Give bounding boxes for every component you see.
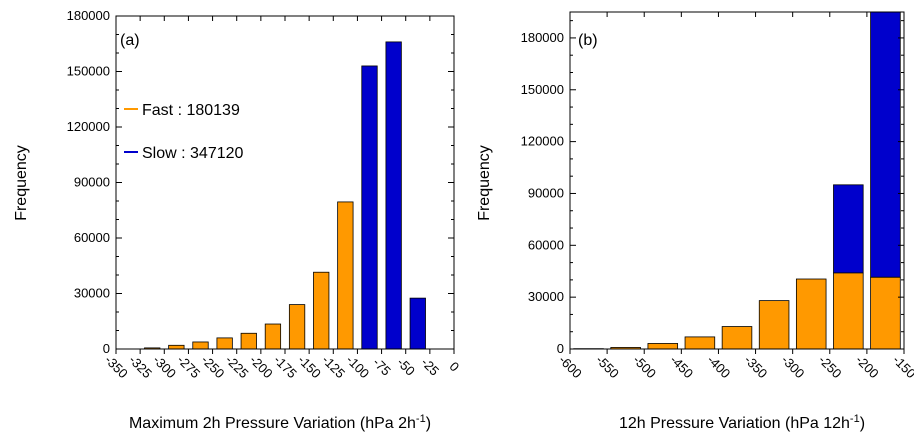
x-tick-label: -600	[556, 352, 585, 381]
y-tick-label: 60000	[528, 237, 564, 252]
x-tick-label: -250	[198, 352, 227, 381]
x-tick-label: -50	[394, 355, 418, 379]
y-tick-label: 30000	[528, 289, 564, 304]
x-tick-label: -225	[223, 352, 252, 381]
bar-slow-11	[409, 297, 426, 350]
x-tick-label: -450	[667, 352, 696, 381]
panel-b-xlabel: 12h Pressure Variation (hPa 12h-1)	[619, 413, 865, 432]
y-tick-label: 60000	[74, 230, 110, 245]
panel-a-xlabel: Maximum 2h Pressure Variation (hPa 2h-1)	[129, 413, 431, 432]
x-tick-label: -250	[816, 352, 845, 381]
panel-a-axes: 0300006000090000120000150000180000-350-3…	[67, 8, 463, 381]
x-tick-label: -150	[890, 352, 914, 381]
bar-fast-6	[288, 304, 306, 350]
bar-fast-6	[795, 278, 827, 350]
bar-fast-2	[647, 343, 679, 350]
bar-fast-7	[313, 271, 330, 350]
panel-a-bars	[144, 41, 426, 350]
panel-a-label: (a)	[120, 32, 140, 49]
plot-frame	[569, 11, 905, 350]
bar-fast-2	[192, 341, 209, 350]
panel-b-xlabel-main: 12h Pressure Variation (hPa 12h	[619, 415, 850, 432]
bar-fast-5	[264, 323, 282, 350]
bar-fast-3	[684, 336, 716, 350]
x-tick-label: -150	[295, 352, 324, 381]
panel-a: 0300006000090000120000150000180000-350-3…	[13, 8, 462, 432]
panel-b-ylabel: Frequency	[476, 145, 493, 221]
bar-fast-3	[216, 337, 233, 350]
bar-slow-8	[870, 11, 901, 278]
x-tick-label: -125	[319, 352, 348, 381]
panel-b-label: (b)	[578, 32, 598, 49]
x-tick-label: -350	[741, 352, 770, 381]
bar-fast-8	[870, 276, 901, 350]
y-tick-label: 180000	[521, 30, 564, 45]
x-tick-label: -175	[271, 352, 300, 381]
x-tick-label: -275	[174, 352, 203, 381]
x-tick-label: -300	[150, 352, 179, 381]
y-tick-label: 150000	[521, 82, 564, 97]
bar-fast-4	[721, 326, 753, 350]
legend-slow-label: Slow : 347120	[142, 145, 244, 162]
bar-fast-1	[168, 344, 185, 350]
y-tick-label: 0	[103, 341, 110, 356]
y-tick-label: 90000	[74, 175, 110, 190]
x-tick-label: -300	[779, 352, 808, 381]
panel-a-xlabel-sup: -1	[416, 413, 426, 425]
x-tick-label: -500	[630, 352, 659, 381]
plot-frame	[115, 15, 455, 350]
bar-slow-9	[361, 65, 378, 350]
x-tick-label: -400	[704, 352, 733, 381]
y-tick-label: 30000	[74, 286, 110, 301]
panel-a-xlabel-end: )	[426, 415, 431, 432]
x-tick-label: -75	[370, 355, 394, 379]
panel-b-bars	[573, 11, 901, 350]
panel-a-legend: Fast : 180139 Slow : 347120	[124, 102, 244, 162]
panel-a-xlabel-main: Maximum 2h Pressure Variation (hPa 2h	[129, 415, 416, 432]
bar-fast-8	[337, 201, 354, 350]
x-tick-label: -25	[418, 355, 442, 379]
y-tick-label: 90000	[528, 185, 564, 200]
panel-b: 0 30000 60000 90000 120000 150000 180000 -600 -5…	[476, 11, 914, 432]
x-tick-label: -325	[126, 352, 155, 381]
panel-b-xlabel-end: )	[860, 415, 865, 432]
x-tick-label: -200	[247, 352, 276, 381]
y-tick-label: 120000	[521, 134, 564, 149]
x-tick-label: -350	[102, 352, 131, 381]
bar-slow-10	[385, 41, 402, 350]
bar-fast-7	[833, 272, 864, 350]
x-tick-label: -550	[593, 352, 622, 381]
y-tick-label: 120000	[67, 119, 110, 134]
bar-fast-4	[240, 332, 257, 350]
legend-fast-label: Fast : 180139	[142, 102, 240, 119]
y-tick-label: 0	[557, 341, 564, 356]
panel-b-xlabel-sup: -1	[850, 413, 860, 425]
y-tick-label: 180000	[67, 8, 110, 23]
x-tick-label: -200	[853, 352, 882, 381]
panel-a-ylabel: Frequency	[13, 145, 30, 221]
y-tick-label: 150000	[67, 64, 110, 79]
x-tick-label: 0	[446, 359, 462, 375]
bar-slow-7	[833, 184, 864, 274]
x-tick-label: -100	[343, 352, 372, 381]
bar-fast-5	[758, 300, 790, 350]
